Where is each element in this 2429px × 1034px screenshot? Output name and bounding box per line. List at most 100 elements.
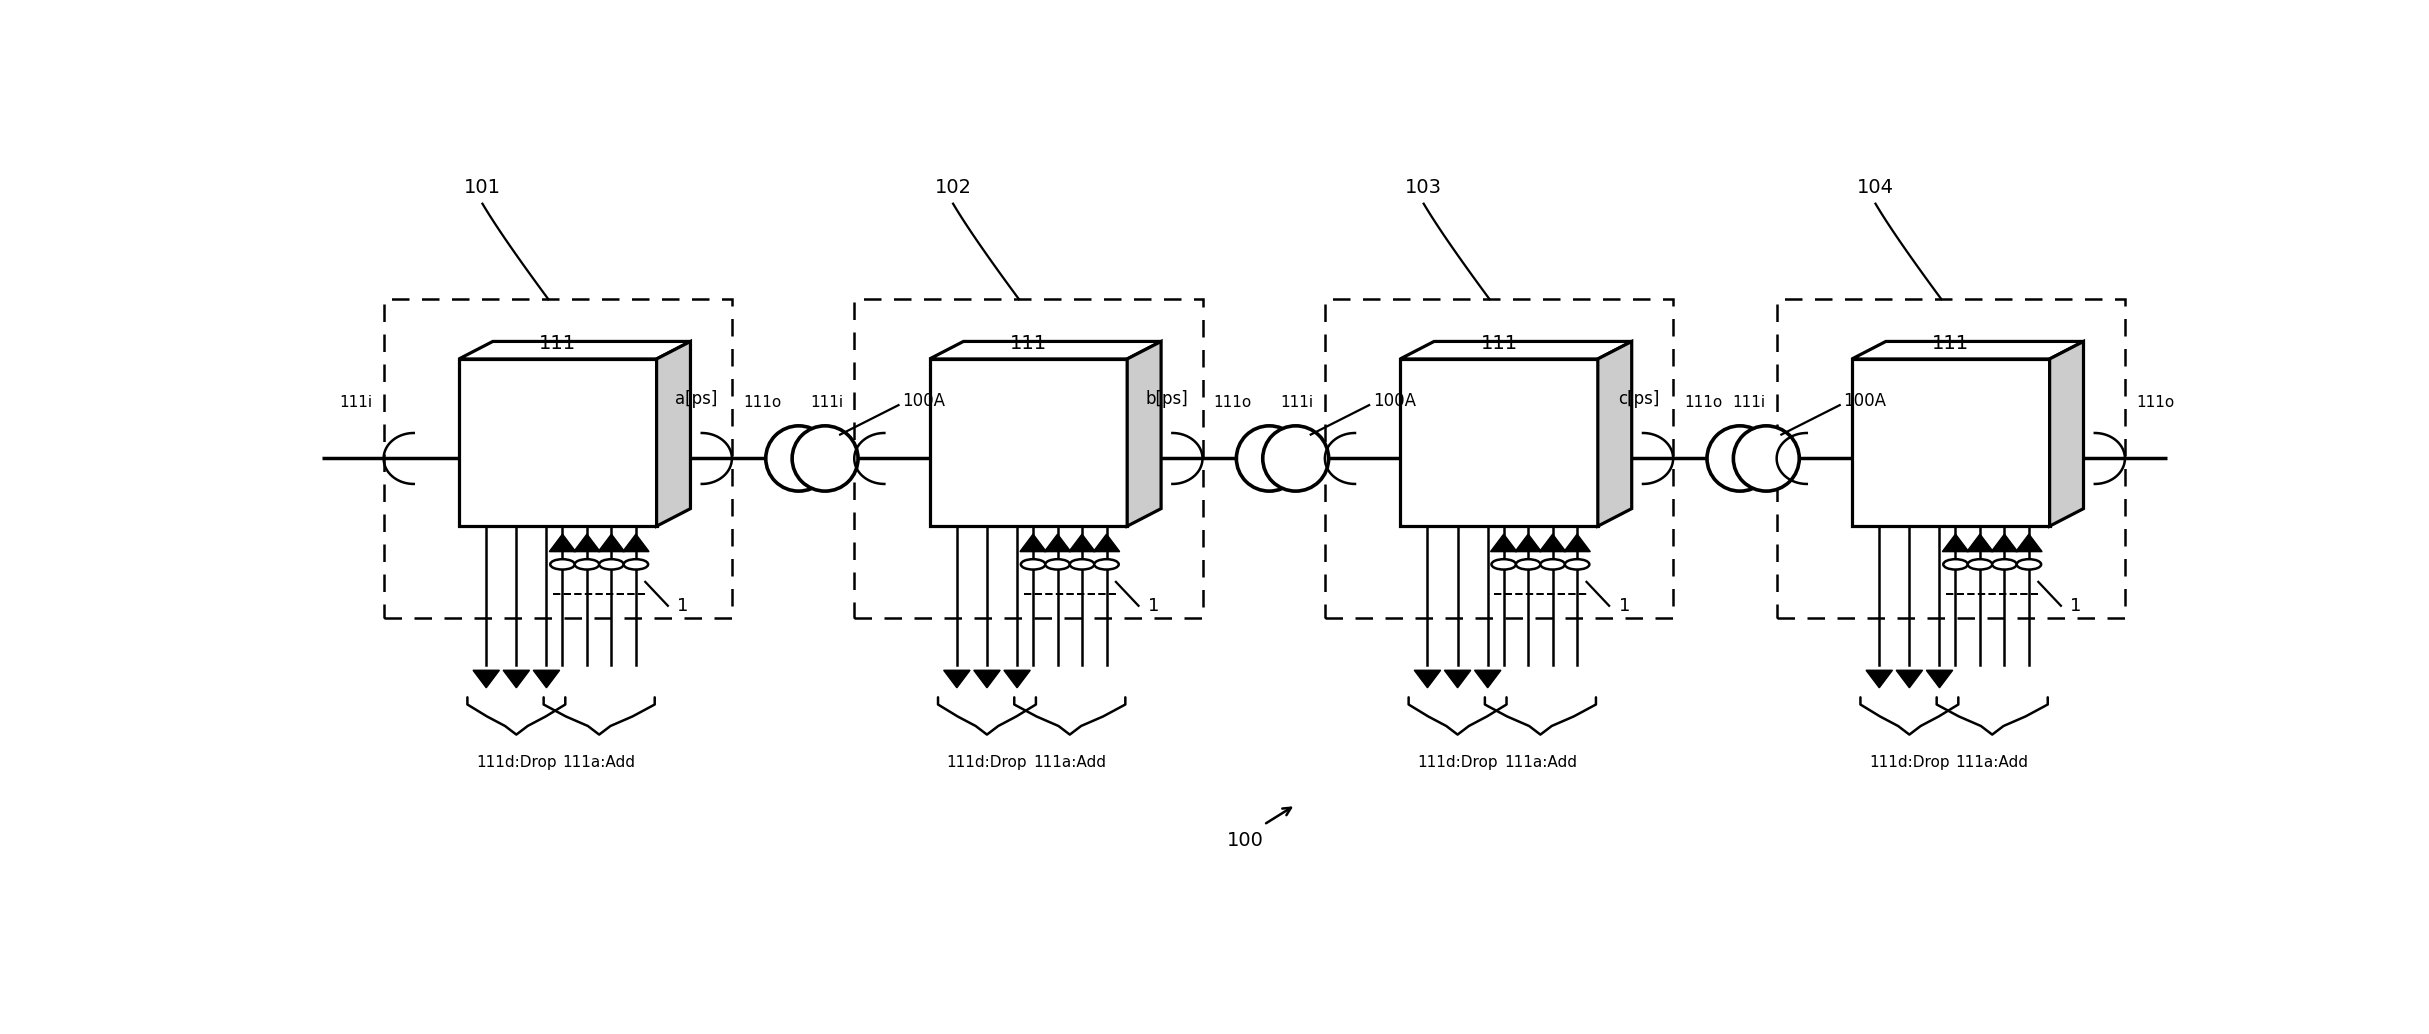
Polygon shape xyxy=(2016,535,2043,551)
Polygon shape xyxy=(1093,535,1120,551)
Circle shape xyxy=(1020,559,1044,570)
Polygon shape xyxy=(1491,535,1516,551)
Text: 111d:Drop: 111d:Drop xyxy=(1416,755,1499,770)
Polygon shape xyxy=(534,670,559,688)
Text: 111i: 111i xyxy=(1280,395,1314,410)
Text: 111d:Drop: 111d:Drop xyxy=(947,755,1027,770)
Polygon shape xyxy=(622,535,649,551)
Polygon shape xyxy=(1414,670,1440,688)
Text: c[ps]: c[ps] xyxy=(1618,390,1659,407)
Circle shape xyxy=(551,559,576,570)
Text: 111d:Drop: 111d:Drop xyxy=(476,755,556,770)
Circle shape xyxy=(1540,559,1564,570)
Polygon shape xyxy=(1851,341,2084,359)
Ellipse shape xyxy=(1708,426,1773,491)
Text: 111a:Add: 111a:Add xyxy=(1955,755,2028,770)
Bar xyxy=(384,299,731,617)
Polygon shape xyxy=(930,341,1161,359)
Polygon shape xyxy=(1926,670,1953,688)
Circle shape xyxy=(1044,559,1069,570)
Text: 111d:Drop: 111d:Drop xyxy=(1868,755,1950,770)
Polygon shape xyxy=(1897,670,1924,688)
Text: 111a:Add: 111a:Add xyxy=(1504,755,1576,770)
Polygon shape xyxy=(1564,535,1591,551)
Circle shape xyxy=(2016,559,2040,570)
Bar xyxy=(1399,359,1598,526)
Text: 111o: 111o xyxy=(1214,395,1251,410)
Circle shape xyxy=(576,559,600,570)
Circle shape xyxy=(1564,559,1589,570)
Polygon shape xyxy=(1516,535,1542,551)
Text: 111o: 111o xyxy=(2135,395,2174,410)
Polygon shape xyxy=(598,535,624,551)
Text: 111: 111 xyxy=(1010,334,1047,353)
Polygon shape xyxy=(1865,670,1892,688)
Text: 101: 101 xyxy=(464,178,500,197)
Text: 111o: 111o xyxy=(1683,395,1722,410)
Ellipse shape xyxy=(1263,426,1329,491)
Bar xyxy=(930,359,1127,526)
Polygon shape xyxy=(1540,535,1567,551)
Text: 111i: 111i xyxy=(1732,395,1766,410)
Text: 111a:Add: 111a:Add xyxy=(564,755,636,770)
Circle shape xyxy=(1069,559,1093,570)
Bar xyxy=(855,299,1202,617)
Text: 111i: 111i xyxy=(809,395,843,410)
Text: a[ps]: a[ps] xyxy=(675,390,719,407)
Text: 1: 1 xyxy=(678,597,690,615)
Polygon shape xyxy=(549,535,576,551)
Polygon shape xyxy=(1943,535,1967,551)
Text: 100A: 100A xyxy=(901,392,945,410)
Circle shape xyxy=(1967,559,1992,570)
Polygon shape xyxy=(1044,535,1071,551)
Polygon shape xyxy=(1967,535,1994,551)
Text: b[ps]: b[ps] xyxy=(1146,390,1188,407)
Circle shape xyxy=(1095,559,1120,570)
Polygon shape xyxy=(1020,535,1047,551)
Circle shape xyxy=(1516,559,1540,570)
Polygon shape xyxy=(2050,341,2084,526)
Polygon shape xyxy=(1474,670,1501,688)
Text: 111: 111 xyxy=(1931,334,1970,353)
Ellipse shape xyxy=(1734,426,1800,491)
Bar xyxy=(459,359,656,526)
Text: 111o: 111o xyxy=(743,395,782,410)
Text: 102: 102 xyxy=(935,178,972,197)
Bar xyxy=(1776,299,2125,617)
Polygon shape xyxy=(1598,341,1632,526)
Bar xyxy=(1851,359,2050,526)
Text: 104: 104 xyxy=(1858,178,1895,197)
Text: 111i: 111i xyxy=(340,395,372,410)
Bar xyxy=(1324,299,1674,617)
Polygon shape xyxy=(1003,670,1030,688)
Circle shape xyxy=(624,559,649,570)
Polygon shape xyxy=(573,535,600,551)
Polygon shape xyxy=(503,670,530,688)
Polygon shape xyxy=(942,670,969,688)
Ellipse shape xyxy=(1236,426,1302,491)
Text: 100A: 100A xyxy=(1844,392,1887,410)
Text: 111: 111 xyxy=(539,334,576,353)
Polygon shape xyxy=(1399,341,1632,359)
Polygon shape xyxy=(974,670,1001,688)
Circle shape xyxy=(1491,559,1516,570)
Polygon shape xyxy=(656,341,690,526)
Circle shape xyxy=(600,559,624,570)
Polygon shape xyxy=(1127,341,1161,526)
Circle shape xyxy=(1943,559,1967,570)
Ellipse shape xyxy=(792,426,857,491)
Polygon shape xyxy=(459,341,690,359)
Text: 103: 103 xyxy=(1406,178,1443,197)
Ellipse shape xyxy=(765,426,831,491)
Text: 1: 1 xyxy=(2070,597,2082,615)
Circle shape xyxy=(1992,559,2016,570)
Text: 111: 111 xyxy=(1479,334,1518,353)
Polygon shape xyxy=(474,670,500,688)
Polygon shape xyxy=(1069,535,1095,551)
Text: 1: 1 xyxy=(1618,597,1630,615)
Text: 100A: 100A xyxy=(1372,392,1416,410)
Text: 111a:Add: 111a:Add xyxy=(1032,755,1105,770)
Polygon shape xyxy=(1992,535,2018,551)
Text: 1: 1 xyxy=(1149,597,1159,615)
Text: 100: 100 xyxy=(1227,831,1263,850)
